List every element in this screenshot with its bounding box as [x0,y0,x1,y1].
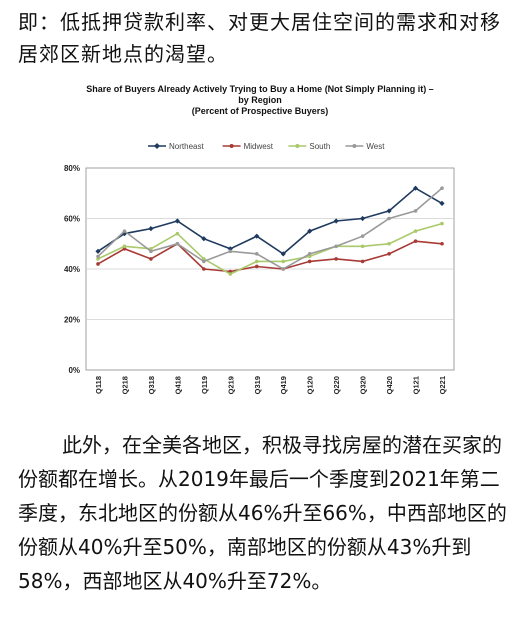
legend-label: Northeast [169,142,204,151]
data-point [96,254,100,259]
data-point [387,216,391,221]
data-point [122,247,127,251]
data-point [440,221,444,226]
x-tick-label: Q319 [253,376,262,394]
data-point [281,267,286,271]
x-tick-label: Q418 [173,376,182,394]
data-point [387,241,391,246]
data-point [228,249,233,254]
data-point [360,215,366,222]
data-point [412,185,419,191]
data-point [175,241,180,246]
y-tick-label: 40% [64,265,80,274]
data-point [307,228,313,234]
chart-subtitle: by Region [238,95,282,105]
data-point [387,252,391,256]
chart-figure: Share of Buyers Already Actively Trying … [30,84,490,410]
data-point [281,259,286,264]
data-point [96,257,100,261]
legend-label: West [366,142,385,151]
data-point [333,218,339,224]
data-point [122,244,127,249]
x-tick-label: Q219 [226,376,235,394]
data-point [95,248,101,254]
data-point [201,236,207,242]
series-line [97,240,443,273]
x-tick-label: Q119 [200,376,209,394]
data-point [228,272,233,276]
chart-title-block: Share of Buyers Already Actively Trying … [30,84,490,117]
data-point [175,231,180,236]
data-point [360,234,365,238]
data-point [254,259,259,264]
data-point [413,209,418,213]
legend-label: Midwest [244,142,274,151]
data-point [96,262,100,266]
data-point [148,226,154,232]
data-point [439,200,445,206]
legend-marker [229,144,234,148]
data-point [254,252,259,256]
x-tick-label: Q121 [412,376,421,394]
data-point [202,267,206,271]
y-tick-label: 20% [64,316,80,325]
intro-paragraph: 即：低抵押贷款利率、对更大居住空间的需求和对移居郊区新地点的渴望。 [18,10,501,66]
body-paragraph: 此外，在全美各地区，积极寻找房屋的潜在买家的份额都在增长。从2019年最后一个季… [18,428,508,598]
data-point [202,259,206,264]
x-tick-label: Q420 [385,376,394,394]
data-point [254,264,259,269]
legend-marker [295,144,300,148]
y-tick-label: 80% [64,164,80,173]
legend-label: South [309,142,330,151]
series-line [97,187,443,270]
line-chart: Northeast Midwest South West 0% 20% 40% 60% 80% Q… [64,142,455,394]
chart-title: Share of Buyers Already Actively Trying … [86,84,434,94]
data-point [149,257,153,261]
data-point [149,249,153,254]
data-point [360,259,365,264]
data-point [360,244,365,249]
x-tick-label: Q218 [120,376,129,394]
x-tick-label: Q120 [306,376,315,394]
legend-marker [352,144,357,148]
data-point [228,269,233,274]
body-paragraph-text: 此外，在全美各地区，积极寻找房屋的潜在买家的份额都在增长。从2019年最后一个季… [18,433,507,593]
data-point [307,252,312,256]
data-point [413,239,418,244]
x-tick-label: Q118 [94,376,103,394]
y-tick-label: 0% [68,366,80,375]
data-point [307,259,312,264]
data-point [386,208,392,214]
chart-subtitle-units: (Percent of Prospective Buyers) [191,106,329,116]
x-tick-label: Q419 [279,376,288,394]
y-tick-label: 60% [64,215,80,224]
data-point [202,257,206,261]
series-line [97,187,443,255]
x-tick-label: Q221 [438,376,447,394]
data-point [413,229,418,233]
data-point [174,218,180,224]
data-point [440,241,444,246]
x-tick-label: Q220 [332,376,341,394]
data-point [334,244,338,249]
data-point [307,254,312,259]
data-point [440,186,444,190]
x-tick-label: Q320 [359,376,368,394]
x-tick-label: Q318 [147,376,156,394]
data-point [334,257,338,261]
data-point [280,251,286,257]
legend-marker [154,143,160,149]
data-point [122,229,127,233]
